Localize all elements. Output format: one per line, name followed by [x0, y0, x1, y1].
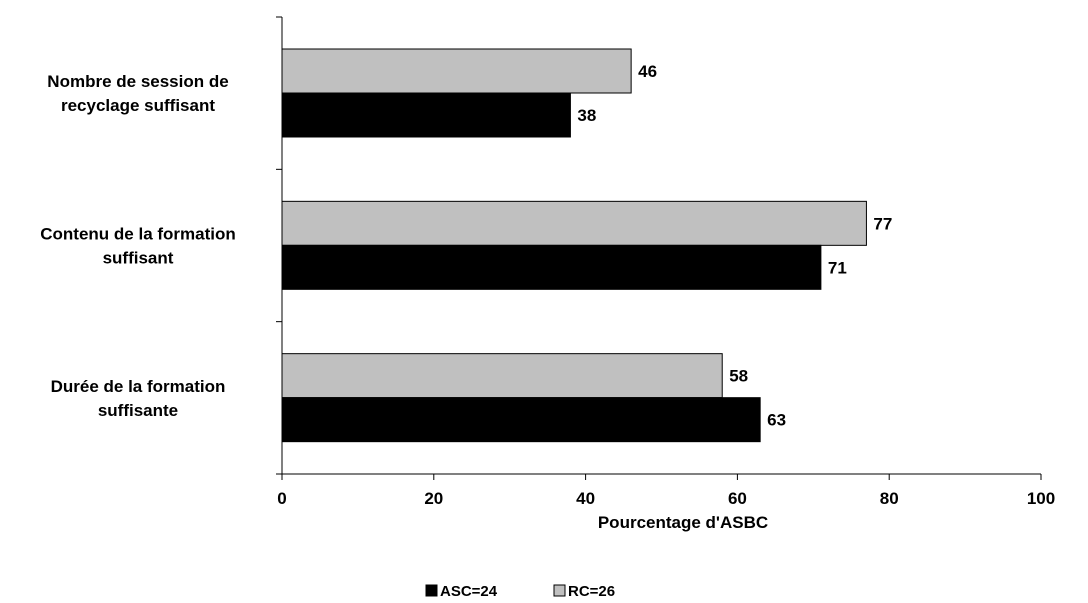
x-axis-title: Pourcentage d'ASBC	[598, 513, 768, 532]
axes-group: 0 20 40 60 80 100	[276, 16, 1055, 508]
legend-label-asc: ASC=24	[440, 583, 498, 600]
labels-group: 46 38 Nombre de session de recyclage suffis…	[40, 62, 892, 430]
bars-group	[281, 48, 867, 443]
bar-rc-1	[281, 200, 867, 246]
category-label-2-line-0: Durée de la formation	[51, 377, 226, 396]
x-tick-label-3: 60	[728, 489, 747, 508]
data-label-asc-0: 38	[577, 106, 596, 125]
legend: ASC=24 RC=26	[425, 583, 615, 600]
category-label-1-line-1: suffisant	[103, 249, 174, 268]
data-label-asc-1: 71	[828, 258, 847, 277]
bar-asc-1	[281, 244, 822, 290]
data-label-rc-2: 58	[729, 367, 748, 386]
x-tick-label-1: 20	[424, 489, 443, 508]
data-label-rc-0: 46	[638, 62, 657, 81]
bar-rc-2	[281, 353, 723, 399]
bar-asc-2	[281, 397, 761, 443]
x-tick-label-5: 100	[1027, 489, 1055, 508]
legend-swatch-asc	[425, 584, 438, 597]
data-label-rc-1: 77	[873, 214, 892, 233]
bar-rc-0	[281, 48, 632, 94]
category-label-2-line-1: suffisante	[98, 401, 178, 420]
category-label-0-line-0: Nombre de session de	[47, 72, 228, 91]
data-label-asc-2: 63	[767, 411, 786, 430]
category-label-0-line-1: recyclage suffisant	[61, 96, 215, 115]
legend-label-rc: RC=26	[568, 583, 615, 600]
x-tick-label-0: 0	[277, 489, 286, 508]
x-tick-label-2: 40	[576, 489, 595, 508]
bar-asc-0	[281, 92, 571, 138]
legend-swatch-rc	[553, 584, 566, 597]
category-label-1-line-0: Contenu de la formation	[40, 225, 236, 244]
x-tick-label-4: 80	[880, 489, 899, 508]
